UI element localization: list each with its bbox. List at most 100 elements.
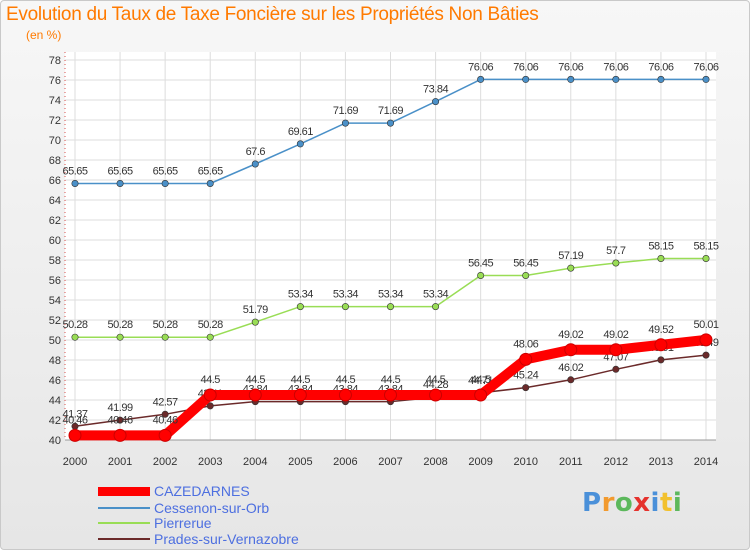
data-label: 53.34 <box>423 289 448 301</box>
data-point <box>161 180 169 188</box>
logo-letter: i <box>650 488 660 518</box>
data-point <box>116 333 124 341</box>
data-label: 73.84 <box>423 84 448 96</box>
y-tick-label: 76 <box>49 75 61 87</box>
data-label: 44.5 <box>246 374 266 386</box>
data-point <box>161 333 169 341</box>
x-tick-label: 2005 <box>288 456 312 468</box>
x-tick-label: 2013 <box>649 456 673 468</box>
data-point <box>251 318 259 326</box>
x-tick-label: 2004 <box>243 456 267 468</box>
data-point <box>429 388 443 402</box>
y-tick-label: 50 <box>49 335 61 347</box>
x-tick-label: 2002 <box>153 456 177 468</box>
y-tick-label: 72 <box>49 115 61 127</box>
data-label: 44.5 <box>201 374 221 386</box>
legend-item: Cessenon-sur-Orb <box>98 500 270 516</box>
x-tick-label: 2009 <box>468 456 492 468</box>
logo-letter: i <box>672 488 683 518</box>
x-tick-label: 2008 <box>423 456 447 468</box>
data-label: 53.34 <box>288 289 313 301</box>
y-tick-label: 52 <box>49 315 61 327</box>
x-tick-label: 2007 <box>378 456 402 468</box>
data-point <box>116 416 124 424</box>
data-label: 49.02 <box>558 329 583 341</box>
legend-swatch <box>98 507 150 509</box>
data-point <box>68 428 82 442</box>
y-tick-label: 60 <box>49 235 61 247</box>
data-label: 41.37 <box>62 408 87 420</box>
data-label: 44.5 <box>336 374 356 386</box>
proxiti-logo: Proxiti <box>582 488 682 518</box>
data-point <box>612 75 620 83</box>
y-tick-label: 78 <box>49 55 61 67</box>
y-tick-label: 46 <box>49 375 61 387</box>
data-point <box>206 333 214 341</box>
data-label: 76.06 <box>468 61 493 73</box>
data-point <box>432 303 440 311</box>
x-tick-label: 2014 <box>694 456 718 468</box>
data-point <box>657 356 665 364</box>
data-label: 40.46 <box>153 414 178 426</box>
chart-title: Evolution du Taux de Taxe Foncière sur l… <box>6 4 539 25</box>
data-label: 56.45 <box>513 258 538 270</box>
data-label: 76.06 <box>693 61 718 73</box>
legend-swatch <box>98 522 150 524</box>
legend-swatch <box>98 486 150 496</box>
data-point <box>567 264 575 272</box>
data-label: 65.65 <box>198 166 223 178</box>
legend-label: Pierrerue <box>154 515 212 531</box>
y-tick-label: 40 <box>49 435 61 447</box>
data-label: 71.69 <box>378 105 403 117</box>
data-point <box>702 75 710 83</box>
legend-swatch <box>98 538 150 540</box>
data-point <box>296 140 304 148</box>
data-point <box>564 343 578 357</box>
data-label: 65.65 <box>62 166 87 178</box>
logo-letter: r <box>601 488 615 518</box>
x-tick-label: 2000 <box>63 456 87 468</box>
data-point <box>477 75 485 83</box>
y-tick-label: 68 <box>49 155 61 167</box>
data-point <box>384 388 397 402</box>
data-label: 44.5 <box>291 374 311 386</box>
data-point <box>206 180 214 188</box>
data-label: 67.6 <box>246 146 266 158</box>
data-point <box>251 160 259 168</box>
y-tick-label: 64 <box>49 195 61 207</box>
data-point <box>612 259 620 267</box>
x-tick-label: 2011 <box>559 456 583 468</box>
data-label: 76.06 <box>648 61 673 73</box>
data-label: 76.06 <box>603 61 628 73</box>
data-label: 57.7 <box>606 245 626 257</box>
data-label: 50.01 <box>693 319 718 331</box>
data-point <box>474 388 488 402</box>
data-label: 48.06 <box>513 338 538 350</box>
legend-label: Prades-sur-Vernazobre <box>154 531 299 547</box>
data-label: 44.28 <box>423 379 448 391</box>
legend-label: CAZEDARNES <box>154 483 250 499</box>
data-label: 45.24 <box>513 370 538 382</box>
data-point <box>567 376 575 384</box>
legend-item: CAZEDARNES <box>98 483 250 499</box>
data-label: 58.15 <box>693 241 718 253</box>
legend-label: Cessenon-sur-Orb <box>154 500 270 516</box>
y-tick-label: 48 <box>49 355 61 367</box>
data-label: 41.99 <box>108 402 133 414</box>
data-point <box>609 343 623 357</box>
data-point <box>657 75 665 83</box>
data-point <box>293 388 307 402</box>
data-label: 71.69 <box>333 105 358 117</box>
logo-letter: t <box>659 488 673 518</box>
data-point <box>338 388 352 402</box>
data-point <box>386 303 394 311</box>
data-point <box>522 271 530 279</box>
data-point <box>248 388 262 402</box>
data-point <box>158 428 172 442</box>
data-point <box>341 303 349 311</box>
data-label: 57.19 <box>558 250 583 262</box>
x-tick-label: 2003 <box>198 456 222 468</box>
data-label: 65.65 <box>153 166 178 178</box>
data-point <box>699 333 713 347</box>
